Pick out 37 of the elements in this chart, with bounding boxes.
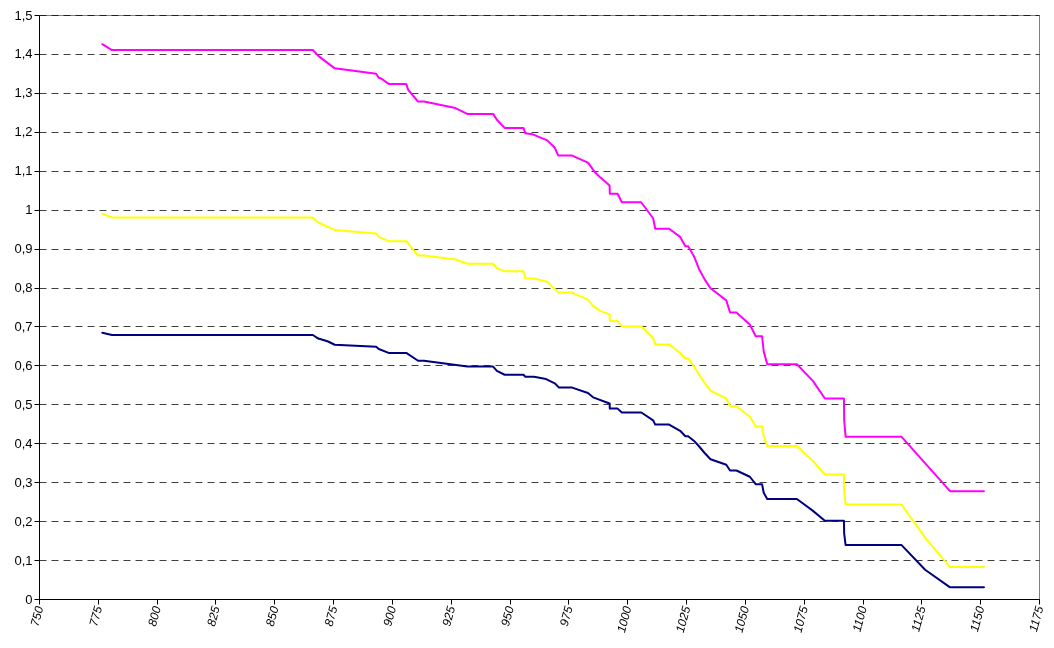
line-series <box>101 331 985 589</box>
x-tick-label: 975 <box>556 604 576 628</box>
y-tick-label: 0,7 <box>14 318 33 334</box>
line-series <box>101 43 985 493</box>
x-tick-label: 750 <box>27 604 47 628</box>
x-tick-label: 1175 <box>1026 604 1047 634</box>
y-tick-label: 0,9 <box>14 241 33 257</box>
y-tick-label: 1,5 <box>14 7 33 23</box>
line-series <box>101 212 985 569</box>
x-tick-label: 1000 <box>614 604 635 635</box>
y-tick-label: 1,4 <box>14 46 33 62</box>
x-tick-label: 1100 <box>849 604 870 634</box>
x-tick-label: 950 <box>498 604 517 628</box>
x-tick-label: 825 <box>204 604 223 628</box>
x-tick-label: 1150 <box>967 604 988 634</box>
x-tick-label: 1075 <box>790 604 812 635</box>
y-tick-label: 1,1 <box>14 163 33 179</box>
y-tick-label: 0,6 <box>14 357 33 373</box>
y-tick-label: 0,3 <box>14 474 33 490</box>
y-tick-label: 0,1 <box>14 552 33 568</box>
y-tick-label: 0,2 <box>14 513 33 529</box>
x-tick-label: 925 <box>439 604 459 628</box>
x-tick-label: 800 <box>145 604 164 628</box>
y-tick-label: 0 <box>25 591 33 607</box>
x-tick-label: 1025 <box>672 604 694 635</box>
y-tick-label: 1,2 <box>14 124 33 140</box>
y-tick-label: 1 <box>25 202 33 218</box>
x-tick-label: 775 <box>86 604 106 628</box>
y-tick-label: 0,5 <box>14 396 33 412</box>
x-tick-label: 900 <box>380 604 400 628</box>
x-tick-label: 1050 <box>731 604 753 635</box>
x-tick-label: 875 <box>321 604 341 628</box>
y-tick-label: 0,8 <box>14 280 33 296</box>
y-tick-label: 0,4 <box>14 435 33 451</box>
x-tick-label: 1125 <box>908 604 929 634</box>
x-tick-label: 850 <box>262 604 282 628</box>
y-tick-label: 1,3 <box>14 85 33 101</box>
